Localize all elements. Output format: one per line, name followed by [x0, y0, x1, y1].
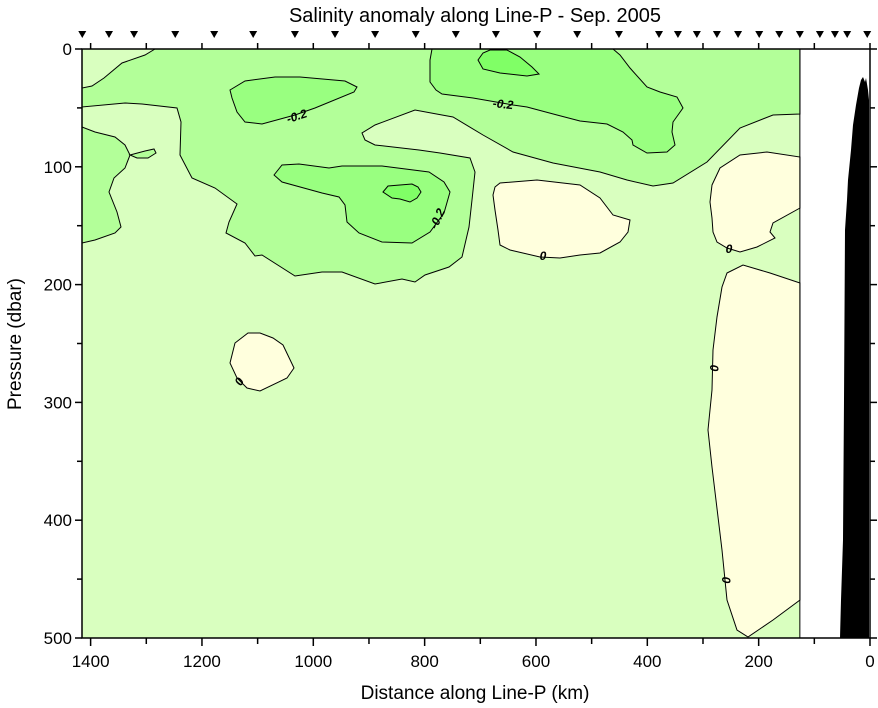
- station-marker: [130, 31, 139, 38]
- station-marker: [491, 31, 500, 38]
- station-marker: [451, 31, 460, 38]
- x-tick-label: 800: [410, 652, 438, 671]
- fill-region-positive-right-lower: [707, 264, 801, 638]
- contour-label: 0: [540, 249, 547, 263]
- x-axis-label: Distance along Line-P (km): [361, 683, 590, 704]
- station-marker: [655, 31, 664, 38]
- station-marker: [830, 31, 839, 38]
- station-markers: [78, 31, 872, 38]
- station-marker: [249, 31, 258, 38]
- axes: 1400 1200 1000 800 600 400 200 0 0 100 200 300 400 50…: [44, 40, 877, 671]
- fill-region-dark-upper-left: [229, 76, 358, 125]
- station-marker: [171, 31, 180, 38]
- contour-label: 0: [726, 242, 733, 256]
- station-marker: [573, 31, 582, 38]
- station-marker: [815, 31, 824, 38]
- fill-region-dark-center: [273, 163, 451, 244]
- contour-fills: [81, 48, 801, 638]
- chart-title: Salinity anomaly along Line-P - Sep. 200…: [289, 5, 661, 27]
- station-marker: [371, 31, 380, 38]
- contour-label: -0.2: [285, 106, 309, 126]
- fill-region-medium-bubble: [128, 148, 157, 159]
- y-axis-label: Pressure (dbar): [5, 278, 26, 410]
- x-tick-label: 400: [633, 652, 661, 671]
- station-marker: [78, 31, 87, 38]
- station-marker: [331, 31, 340, 38]
- station-marker: [843, 31, 852, 38]
- y-tick-label: 200: [44, 276, 72, 295]
- fill-region-positive-left: [229, 332, 295, 392]
- y-tick-label: 300: [44, 393, 72, 412]
- station-marker: [775, 31, 784, 38]
- station-marker: [712, 31, 721, 38]
- fill-region-darkest-center: [382, 183, 422, 203]
- station-marker: [104, 31, 113, 38]
- fill-region-positive-right-upper: [709, 151, 801, 253]
- contour-label: -0.2: [492, 96, 514, 112]
- station-marker: [734, 31, 743, 38]
- contour-label: 0: [707, 365, 721, 372]
- fill-region-dark-upper-right: [429, 48, 684, 154]
- station-marker: [692, 31, 701, 38]
- x-tick-label: 0: [865, 652, 874, 671]
- x-tick-label: 600: [522, 652, 550, 671]
- fill-region-medium-left: [81, 126, 131, 244]
- station-marker: [533, 31, 542, 38]
- station-marker: [290, 31, 299, 38]
- contour-label: 0: [719, 577, 733, 584]
- x-tick-label: 1400: [72, 652, 110, 671]
- x-tick-label: 1200: [183, 652, 221, 671]
- station-marker: [795, 31, 804, 38]
- x-tick-label: 1000: [294, 652, 332, 671]
- station-marker: [614, 31, 623, 38]
- x-tick-label: 200: [744, 652, 772, 671]
- fill-region-darkest-top: [477, 49, 541, 77]
- bathymetry-silhouette: [840, 77, 869, 638]
- y-tick-label: 100: [44, 158, 72, 177]
- station-marker: [755, 31, 764, 38]
- station-marker: [210, 31, 219, 38]
- fill-region-positive-center: [492, 179, 631, 259]
- station-marker: [863, 31, 872, 38]
- y-tick-label: 400: [44, 511, 72, 530]
- y-tick-label: 500: [44, 629, 72, 648]
- station-marker: [673, 31, 682, 38]
- bathymetry: [840, 77, 869, 638]
- y-tick-label: 0: [63, 40, 72, 59]
- station-marker: [411, 31, 420, 38]
